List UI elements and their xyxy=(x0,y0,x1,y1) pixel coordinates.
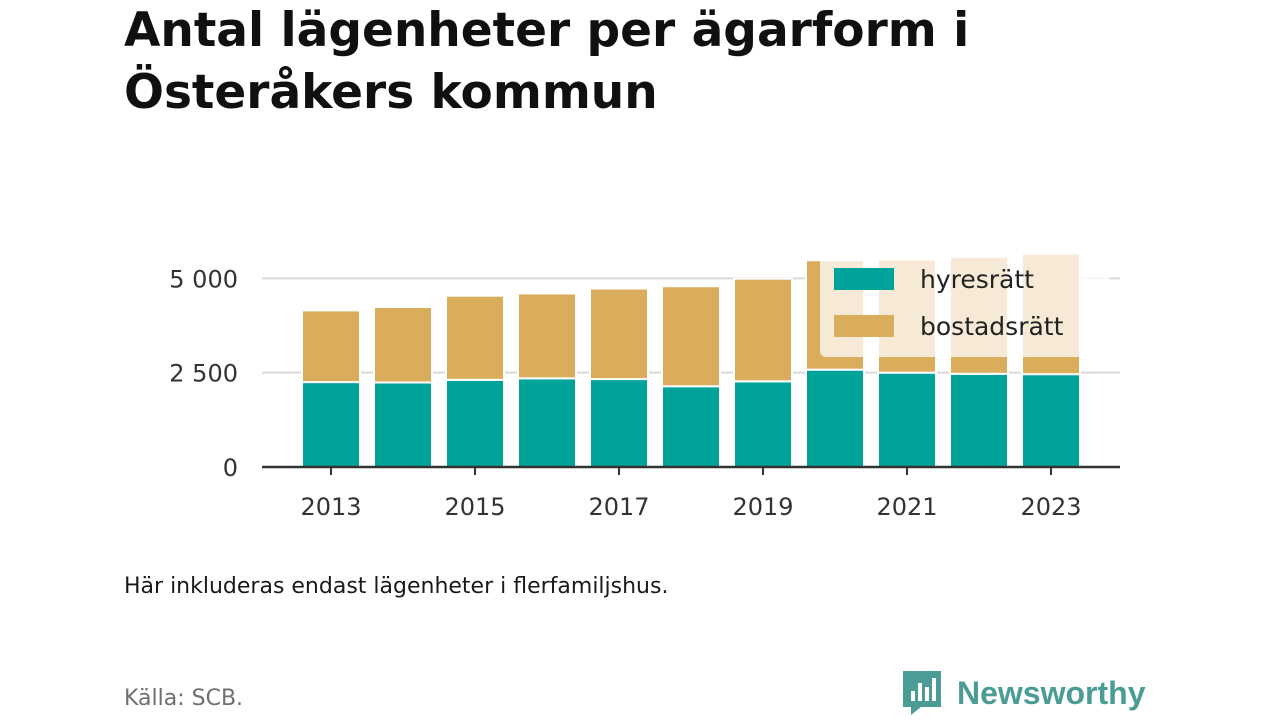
x-tick-label: 2023 xyxy=(1020,493,1081,521)
brand-logo: Newsworthy xyxy=(901,668,1145,718)
bar-hyresratt-2014 xyxy=(373,381,433,469)
legend-label: hyresrätt xyxy=(920,265,1034,294)
bar-hyresratt-2021 xyxy=(877,371,937,468)
brand-name: Newsworthy xyxy=(957,674,1146,711)
bar-hyresratt-2017 xyxy=(589,378,649,468)
bar-bostadsratt-2018 xyxy=(661,285,721,388)
bar-bostadsratt-2019 xyxy=(733,277,793,383)
bar-hyresratt-2018 xyxy=(661,385,721,468)
x-tick-label: 2019 xyxy=(732,493,793,521)
y-tick-label: 2 500 xyxy=(169,360,238,388)
bar-hyresratt-2019 xyxy=(733,380,793,469)
axes: 0 2 500 5 000 2013 2015 2017 2019 2021 2023 xyxy=(169,265,1120,521)
bar-hyresratt-2013 xyxy=(301,381,361,468)
legend-label: bostadsrätt xyxy=(920,312,1064,341)
x-tick-label: 2021 xyxy=(876,493,937,521)
chart-title: Antal lägenheter per ägarform i Österåke… xyxy=(124,3,970,120)
bar-hyresratt-2023 xyxy=(1021,373,1081,468)
bar-bostadsratt-2013 xyxy=(301,309,361,384)
bar-hyresratt-2020 xyxy=(805,368,865,468)
x-tick-label: 2015 xyxy=(444,493,505,521)
bar-hyresratt-2016 xyxy=(517,377,577,468)
x-tick-label: 2013 xyxy=(300,493,361,521)
bar-bostadsratt-2017 xyxy=(589,287,649,381)
newsworthy-logo-icon xyxy=(903,671,941,715)
bar-hyresratt-2022 xyxy=(949,372,1009,468)
source-credit: Källa: SCB. xyxy=(124,686,244,711)
bar-bostadsratt-2016 xyxy=(517,292,577,380)
bar-hyresratt-2015 xyxy=(445,378,505,469)
legend-swatch xyxy=(834,315,894,337)
y-tick-label: 0 xyxy=(223,454,238,482)
chart-note: Här inkluderas endast lägenheter i flerf… xyxy=(124,574,669,599)
y-tick-label: 5 000 xyxy=(169,265,238,293)
bar-bostadsratt-2015 xyxy=(445,294,505,381)
legend: hyresrätt bostadsrätt xyxy=(820,250,1110,357)
legend-swatch xyxy=(834,268,894,290)
x-tick-label: 2017 xyxy=(588,493,649,521)
bar-bostadsratt-2014 xyxy=(373,306,433,384)
